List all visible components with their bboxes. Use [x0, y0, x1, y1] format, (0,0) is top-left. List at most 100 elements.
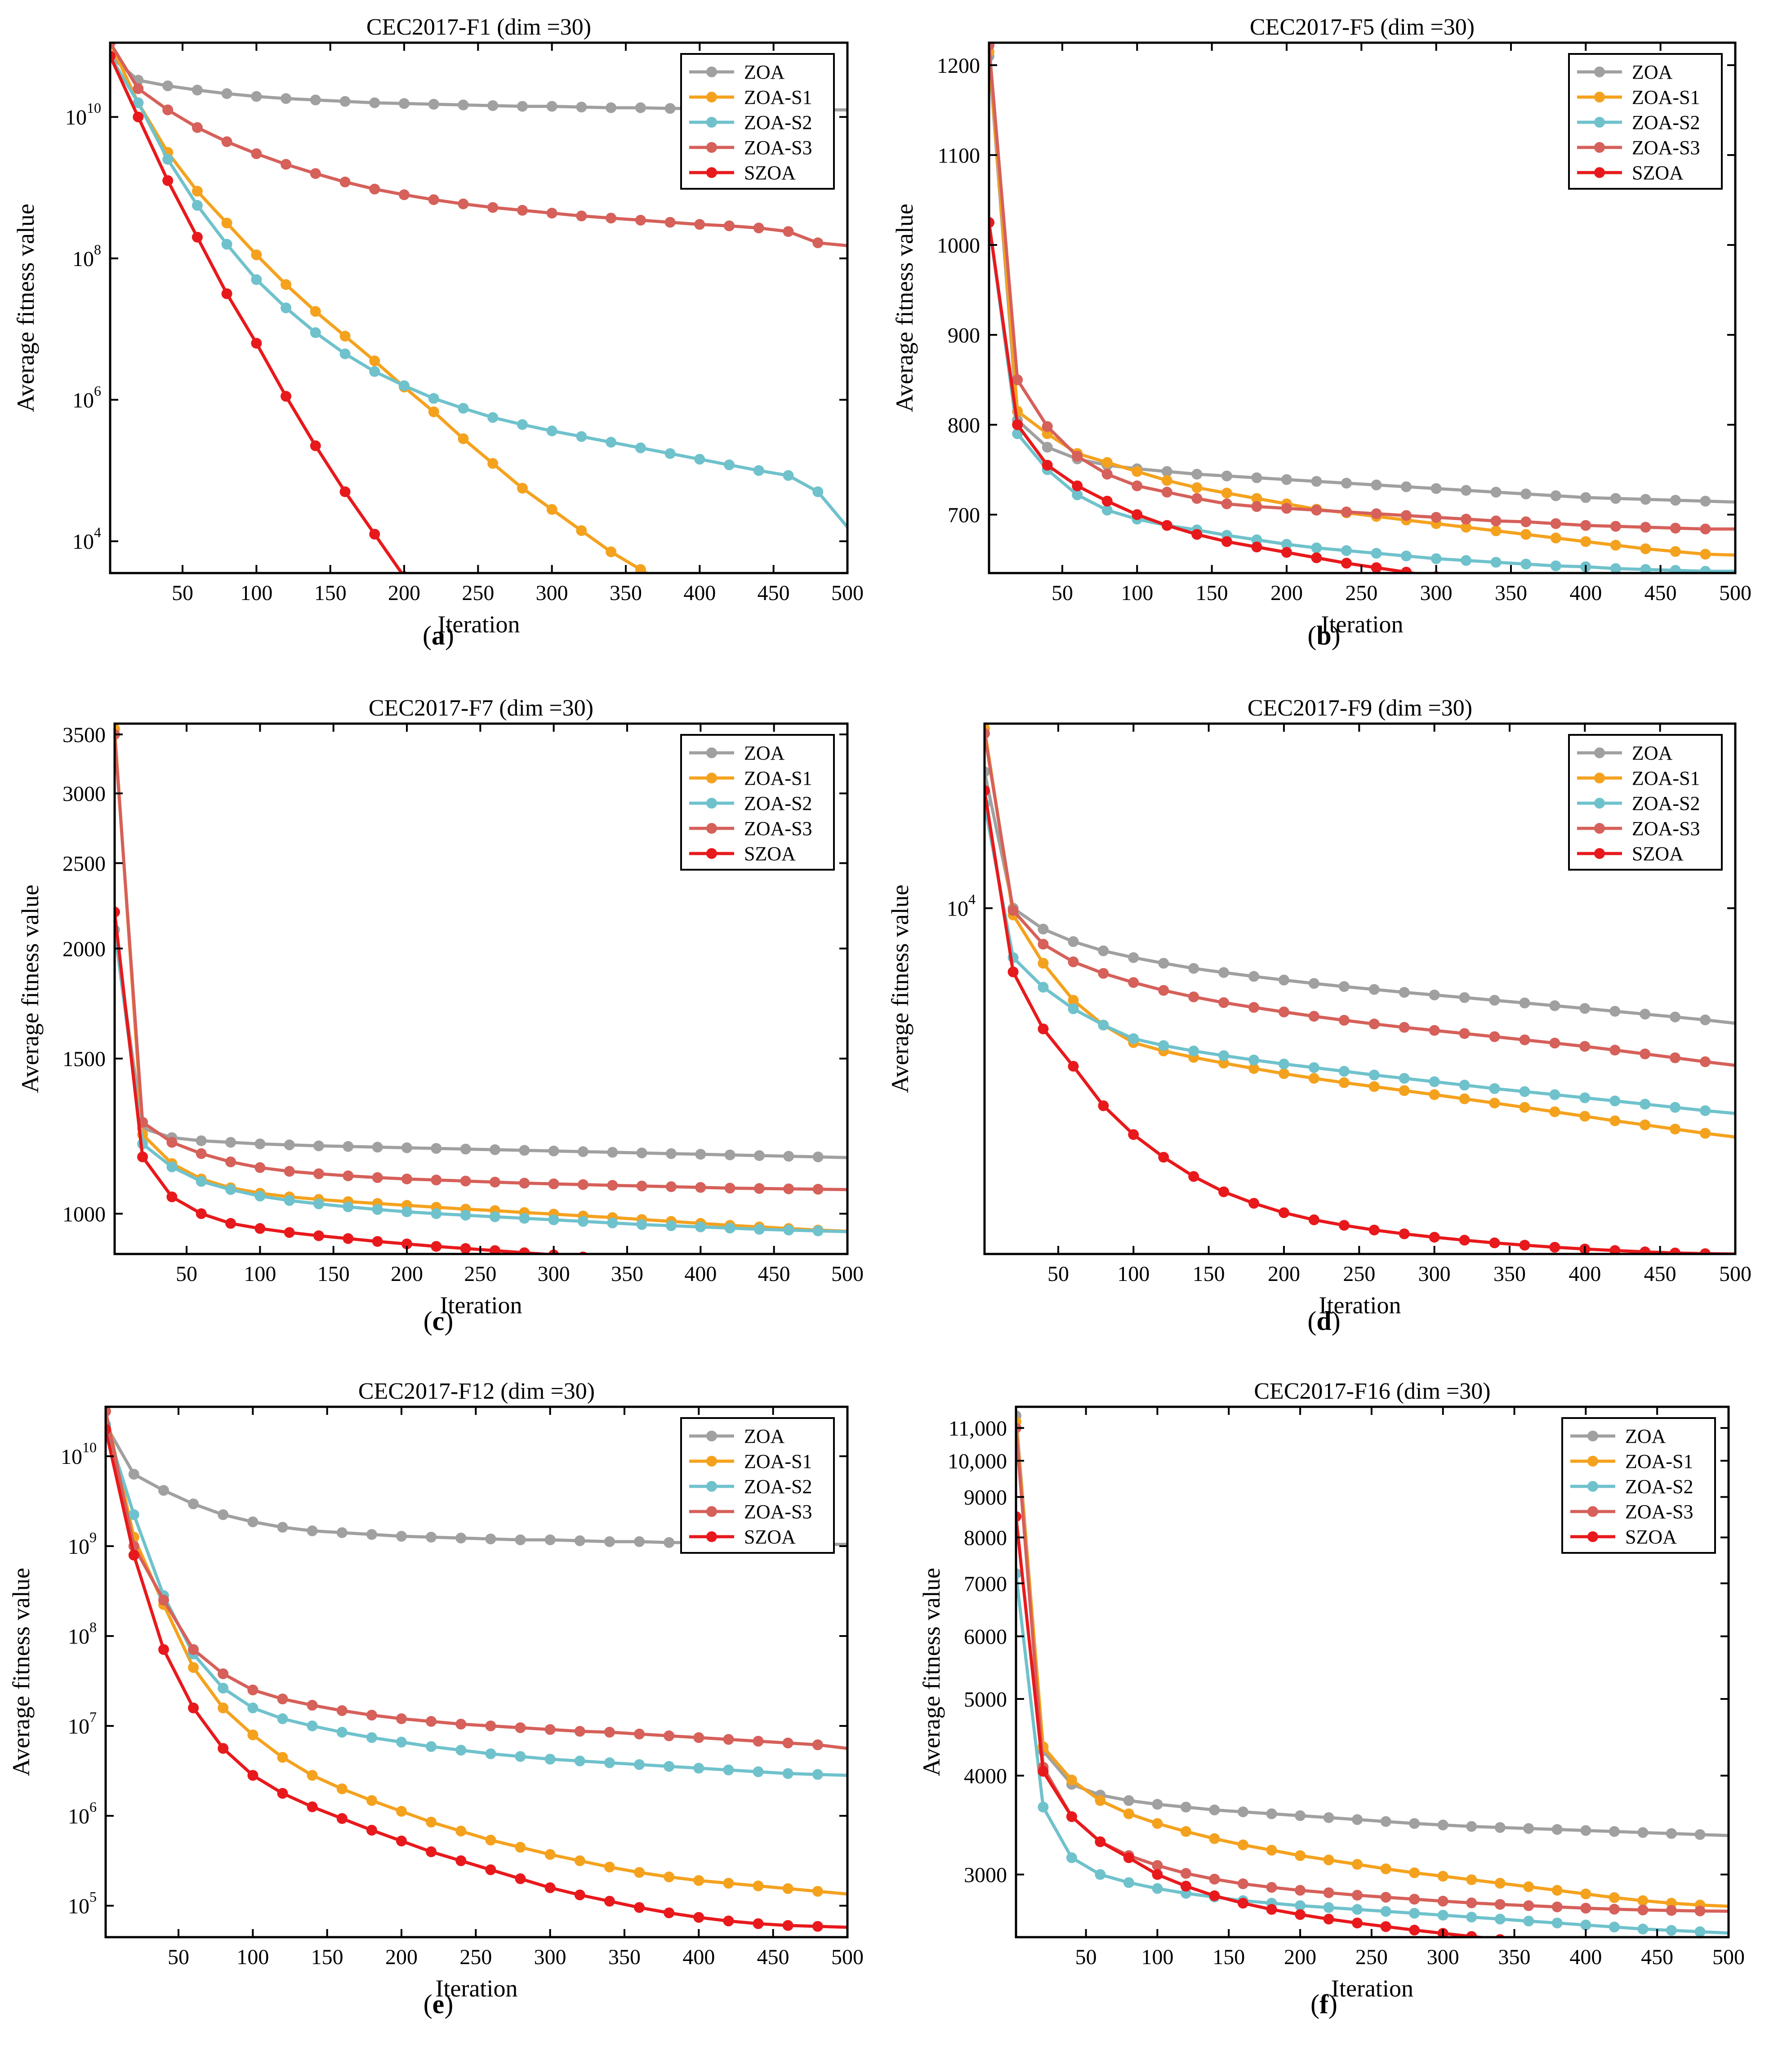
point-zoa-s2 [578, 1216, 588, 1227]
point-zoa-s2 [313, 1198, 324, 1209]
x-tick-label: 150 [1196, 581, 1228, 605]
point-zoa-s3 [487, 202, 499, 213]
point-szoa [254, 1223, 266, 1234]
point-zoa-s1 [753, 621, 764, 631]
x-tick-label: 450 [1644, 581, 1677, 605]
point-szoa [1068, 1061, 1079, 1072]
point-zoa [1209, 1805, 1220, 1815]
point-zoa [1279, 974, 1289, 986]
x-tick-label: 350 [1493, 1262, 1526, 1286]
point-zoa-s2 [460, 1209, 471, 1221]
point-zoa-s1 [812, 1886, 823, 1897]
chart-title: CEC2017-F5 (dim =30) [1250, 14, 1475, 40]
point-zoa-s2 [1640, 1098, 1651, 1110]
chart-title: CEC2017-F1 (dim =30) [366, 14, 591, 40]
point-zoa-s3 [519, 1178, 530, 1189]
point-szoa [782, 1920, 793, 1931]
point-zoa-s1 [1610, 540, 1621, 551]
legend-entry: ZOA [1632, 742, 1673, 764]
point-zoa-s2 [1368, 1069, 1380, 1080]
point-szoa [281, 391, 292, 402]
point-zoa [1494, 1822, 1506, 1833]
point-szoa [1695, 1951, 1706, 1961]
point-zoa-s2 [1188, 1045, 1199, 1057]
point-zoa-s3 [369, 183, 380, 195]
point-zoa-s1 [1101, 457, 1113, 468]
point-zoa [1399, 987, 1410, 998]
point-zoa-s3 [1161, 487, 1172, 498]
x-tick-label: 100 [1121, 581, 1153, 605]
point-zoa-s1 [544, 1849, 556, 1860]
point-zoa-s1 [517, 483, 528, 494]
point-zoa-s3 [281, 159, 292, 170]
point-zoa-s3 [1128, 977, 1139, 988]
point-zoa-s1 [1295, 1850, 1306, 1861]
point-zoa-s2 [664, 1761, 675, 1772]
point-szoa [985, 785, 990, 796]
point-zoa-s2 [1072, 489, 1083, 500]
point-zoa-s3 [307, 1700, 318, 1711]
point-zoa [1461, 485, 1472, 496]
point-szoa [1161, 520, 1172, 531]
x-tick-label: 250 [1355, 1945, 1388, 1969]
point-zoa-s3 [1279, 1006, 1289, 1018]
point-zoa [1609, 1006, 1621, 1017]
point-zoa [460, 1143, 471, 1155]
point-zoa-s2 [753, 465, 764, 476]
point-zoa-s2 [307, 1721, 318, 1731]
point-szoa [1371, 562, 1382, 573]
point-zoa-s3 [1209, 1873, 1220, 1885]
point-zoa-s3 [1430, 512, 1442, 523]
point-zoa [635, 102, 646, 113]
point-zoa-s3 [339, 176, 351, 187]
point-zoa-s1 [1640, 1119, 1651, 1130]
x-axis-label: Iteration [438, 611, 520, 638]
point-szoa [485, 1864, 496, 1875]
point-zoa-s2 [366, 1732, 377, 1743]
point-zoa-s2 [1609, 1921, 1620, 1933]
series-line-zoa-s1 [110, 43, 650, 573]
point-zoa [221, 88, 232, 99]
point-zoa-s3 [1670, 1052, 1681, 1063]
x-tick-label: 100 [244, 1262, 276, 1286]
x-axis-label: Iteration [440, 1292, 522, 1319]
point-zoa-s2 [1218, 1050, 1230, 1061]
point-zoa-s3 [218, 1668, 229, 1679]
point-zoa-s1 [1700, 549, 1711, 560]
point-zoa-s2 [576, 431, 587, 442]
point-zoa [519, 1145, 530, 1156]
point-zoa-s3 [372, 1172, 383, 1183]
series-line-zoa-s2 [989, 222, 1735, 573]
point-zoa-s3 [1238, 1878, 1248, 1890]
point-zoa-s3 [1520, 516, 1532, 527]
point-zoa-s3 [1609, 1045, 1621, 1056]
legend-entry: ZOA-S2 [744, 1476, 812, 1498]
point-zoa-s1 [576, 525, 587, 536]
point-zoa [307, 1525, 318, 1536]
point-zoa-s3 [1550, 518, 1561, 529]
y-tick-label: 109 [68, 1529, 97, 1559]
point-zoa-s1 [1490, 525, 1502, 536]
point-zoa-s1 [428, 406, 439, 418]
point-zoa [1609, 1826, 1620, 1837]
chart-5: 50 100 150 200 250 300 350 400 450 500 105 106 107 10… [8, 1378, 864, 2002]
point-zoa [490, 1144, 500, 1155]
y-tick-label: 2000 [62, 937, 106, 961]
point-zoa-s3 [1281, 503, 1292, 514]
point-zoa [1666, 1828, 1677, 1839]
point-zoa [1221, 471, 1232, 481]
point-zoa [310, 94, 321, 106]
point-zoa-s1 [1637, 1895, 1649, 1906]
x-tick-label: 350 [1498, 1945, 1531, 1969]
point-szoa [812, 1921, 823, 1932]
point-zoa-s3 [1042, 421, 1053, 432]
point-zoa-s3 [1399, 1022, 1410, 1033]
point-zoa-s3 [1551, 1901, 1563, 1912]
x-tick-label: 100 [236, 1945, 269, 1969]
point-szoa [574, 1890, 585, 1900]
point-zoa-s1 [1609, 1115, 1621, 1126]
point-zoa-s3 [783, 226, 794, 237]
x-tick-label: 150 [311, 1945, 343, 1969]
point-zoa-s3 [401, 1174, 412, 1185]
point-zoa-s1 [1580, 1888, 1591, 1899]
